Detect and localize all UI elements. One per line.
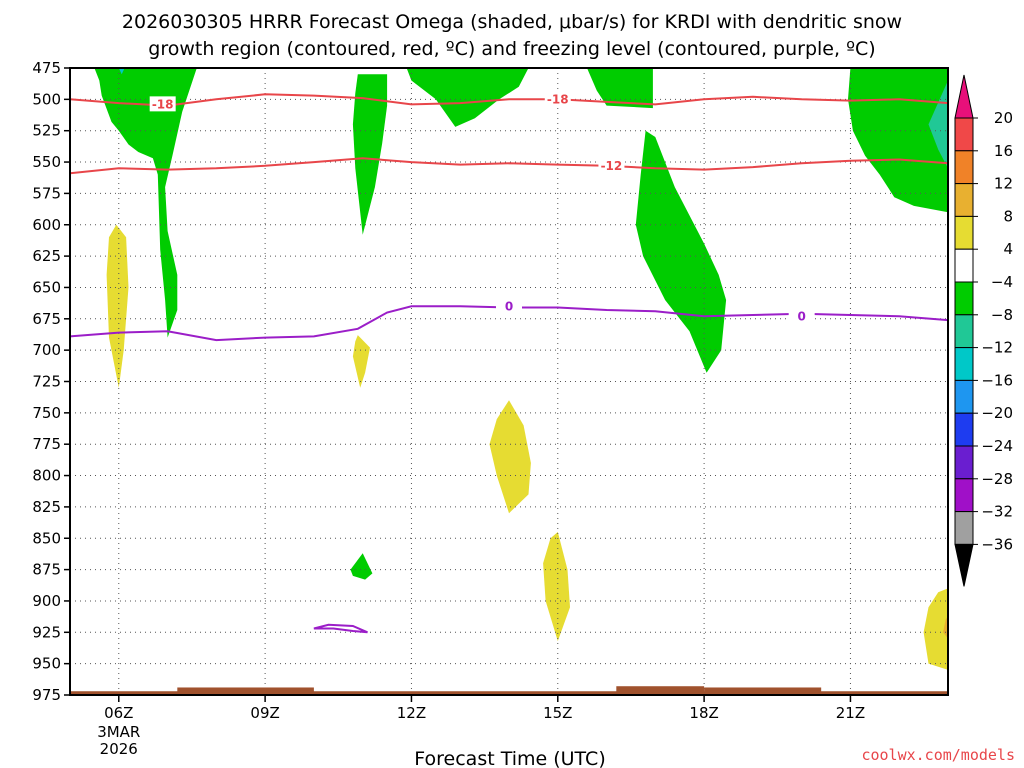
colorbar-box-11 xyxy=(954,478,974,513)
colorbar-label--12: −12 xyxy=(981,339,1013,357)
isotherm-label-bg-freezing-level-1 xyxy=(788,308,815,324)
y-tick-label-950: 950 xyxy=(32,655,61,673)
colorbar-box-4 xyxy=(954,248,974,283)
y-tick-label-500: 500 xyxy=(32,90,61,108)
colorbar-label--32: −32 xyxy=(981,503,1013,521)
colorbar-box-1 xyxy=(954,150,974,185)
colorbar-box-10 xyxy=(954,445,974,480)
terrain-bump-2 xyxy=(704,687,822,693)
y-tick-label-775: 775 xyxy=(32,435,61,453)
isotherm-label-bg-dgz-minus18-1 xyxy=(544,91,571,107)
colorbar-label--20: −20 xyxy=(981,404,1013,422)
y-tick-label-875: 875 xyxy=(32,561,61,579)
y-tick-label-525: 525 xyxy=(32,122,61,140)
omega-region-ascent-6 xyxy=(848,68,948,213)
colorbar: 20 16 12 8 4 −4 −8 −12 −16 −20 −24 −28 −32 −36 xyxy=(954,74,1013,587)
chart-title-line-1: 2026030305 HRRR Forecast Omega (shaded, … xyxy=(122,11,902,33)
y-tick-label-800: 800 xyxy=(32,467,61,485)
omega-region-descent-2 xyxy=(352,335,370,388)
y-axis: 475 500 525 550 575 600 625 650 675 700 725 750 775 8… xyxy=(32,59,70,704)
colorbar-label-8: 8 xyxy=(1003,207,1013,225)
plot-inner: -18 -18 -12 0 0 xyxy=(70,68,948,695)
isotherm-label-freezing-level-1: 0 xyxy=(797,309,805,323)
colorbar-label-12: 12 xyxy=(994,175,1013,193)
isotherm-label-dgz-minus12-0: -12 xyxy=(601,159,623,173)
colorbar-box-2 xyxy=(954,183,974,217)
y-tick-label-725: 725 xyxy=(32,373,61,391)
x-axis-label: Forecast Time (UTC) xyxy=(414,748,605,768)
y-tick-label-675: 675 xyxy=(32,310,61,328)
colorbar-box-0 xyxy=(954,117,974,152)
y-tick-label-900: 900 xyxy=(32,592,61,610)
y-tick-label-700: 700 xyxy=(32,341,61,359)
plot-area: -18 -18 -12 0 0 xyxy=(69,67,949,696)
colorbar-label--24: −24 xyxy=(981,437,1013,455)
y-tick-label-925: 925 xyxy=(32,623,61,641)
credit-text: coolwx.com/models xyxy=(861,746,1015,764)
isotherm-label-dgz-minus18-0: -18 xyxy=(152,97,174,111)
omega-region-descent-1 xyxy=(106,224,129,388)
omega-region-ascent-3 xyxy=(406,68,529,127)
terrain-bump-0 xyxy=(177,687,314,693)
y-tick-label-975: 975 xyxy=(32,686,61,704)
chart-title-line-2: growth region (contoured, red, ºC) and f… xyxy=(148,38,875,60)
colorbar-box-5 xyxy=(954,281,974,316)
y-tick-label-850: 850 xyxy=(32,529,61,547)
omega-region-descent-strong xyxy=(943,616,948,639)
colorbar-label--36: −36 xyxy=(981,535,1013,553)
omega-region-ascent-1 xyxy=(94,68,197,338)
omega-region-ascent-corner xyxy=(118,68,125,75)
y-tick-label-475: 475 xyxy=(32,59,61,77)
y-tick-label-600: 600 xyxy=(32,216,61,234)
x-tick-label-09Z: 09Z xyxy=(250,704,279,722)
ground-surface xyxy=(70,691,948,695)
colorbar-top-arrow xyxy=(954,74,974,119)
omega-region-descent-4 xyxy=(543,532,570,642)
isotherm-dgz-minus12 xyxy=(70,157,948,175)
colorbar-label--4: −4 xyxy=(991,273,1013,291)
isotherm-freezing-loop xyxy=(313,623,368,634)
colorbar-label--8: −8 xyxy=(991,306,1013,324)
isotherm-label-freezing-level-0: 0 xyxy=(505,299,513,313)
x-tick-label-21Z: 21Z xyxy=(836,704,865,722)
omega-region-descent-3 xyxy=(489,400,531,514)
colorbar-bottom-arrow xyxy=(954,543,974,587)
isotherm-label-bg-dgz-minus12-0 xyxy=(598,157,625,173)
isotherm-label-bg-freezing-level-0 xyxy=(496,298,522,314)
y-tick-label-750: 750 xyxy=(32,404,61,422)
colorbar-box-12 xyxy=(954,511,974,545)
y-tick-label-625: 625 xyxy=(32,247,61,265)
y-tick-label-650: 650 xyxy=(32,278,61,296)
y-tick-label-550: 550 xyxy=(32,153,61,171)
x-tick-label-06Z: 06Z xyxy=(104,704,133,722)
x-tick-label-15Z: 15Z xyxy=(543,704,572,722)
colorbar-label-20: 20 xyxy=(994,109,1013,127)
omega-region-ascent-4 xyxy=(587,68,653,109)
colorbar-box-6 xyxy=(954,314,974,349)
omega-region-descent-5 xyxy=(923,588,948,670)
colorbar-box-8 xyxy=(954,379,974,414)
x-tick-sublabel-1: 2026 xyxy=(100,740,138,758)
x-tick-sublabel-0: 3MAR xyxy=(97,723,140,741)
colorbar-box-9 xyxy=(954,412,974,447)
colorbar-label-16: 16 xyxy=(994,142,1013,160)
y-tick-label-825: 825 xyxy=(32,498,61,516)
omega-region-ascent-7 xyxy=(350,553,373,580)
colorbar-label--28: −28 xyxy=(981,470,1013,488)
colorbar-box-7 xyxy=(954,347,974,381)
isotherm-dgz-minus18 xyxy=(70,93,948,107)
isotherm-label-bg-dgz-minus18-0 xyxy=(149,96,176,112)
omega-region-ascent-2 xyxy=(352,74,388,235)
omega-region-ascent-5 xyxy=(635,130,727,373)
terrain-bump-1 xyxy=(616,686,705,693)
colorbar-label--16: −16 xyxy=(981,371,1013,389)
y-tick-label-575: 575 xyxy=(32,184,61,202)
isotherm-label-dgz-minus18-1: -18 xyxy=(547,92,569,106)
colorbar-label-4: 4 xyxy=(1003,240,1013,258)
colorbar-box-3 xyxy=(954,215,974,250)
x-tick-label-12Z: 12Z xyxy=(397,704,426,722)
x-tick-label-18Z: 18Z xyxy=(689,704,718,722)
